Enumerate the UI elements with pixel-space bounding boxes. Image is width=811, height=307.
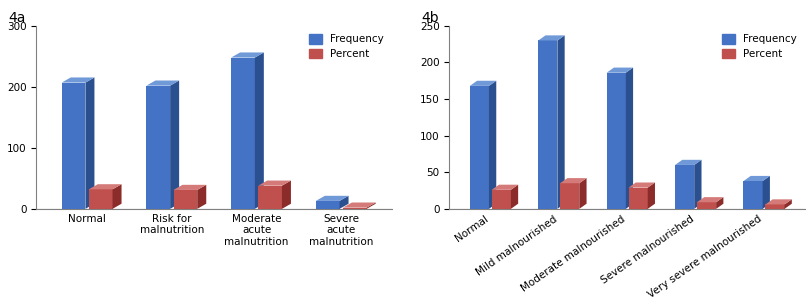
Polygon shape (281, 181, 290, 209)
Polygon shape (231, 52, 264, 58)
Polygon shape (174, 185, 206, 190)
Polygon shape (488, 81, 496, 209)
Polygon shape (556, 35, 564, 209)
Text: 4a: 4a (8, 11, 25, 25)
Polygon shape (146, 86, 170, 209)
Polygon shape (174, 190, 197, 209)
Polygon shape (606, 68, 633, 73)
Polygon shape (367, 203, 375, 209)
Polygon shape (113, 184, 122, 209)
Polygon shape (765, 199, 791, 204)
Polygon shape (339, 196, 348, 209)
Polygon shape (560, 178, 586, 183)
Polygon shape (628, 182, 654, 188)
Polygon shape (315, 201, 339, 209)
Polygon shape (170, 80, 179, 209)
Polygon shape (606, 73, 625, 209)
Polygon shape (715, 197, 723, 209)
Polygon shape (62, 77, 94, 83)
Polygon shape (258, 181, 290, 186)
Polygon shape (674, 160, 701, 165)
Legend: Frequency, Percent: Frequency, Percent (306, 31, 386, 62)
Polygon shape (625, 68, 633, 209)
Polygon shape (342, 203, 375, 208)
Polygon shape (693, 160, 701, 209)
Polygon shape (231, 58, 255, 209)
Polygon shape (85, 77, 94, 209)
Polygon shape (258, 186, 281, 209)
Polygon shape (578, 178, 586, 209)
Polygon shape (674, 165, 693, 209)
Polygon shape (470, 81, 496, 86)
Polygon shape (696, 202, 715, 209)
Polygon shape (146, 80, 179, 86)
Polygon shape (560, 183, 578, 209)
Polygon shape (783, 199, 791, 209)
Polygon shape (510, 185, 517, 209)
Polygon shape (342, 208, 367, 209)
Polygon shape (491, 185, 517, 190)
Polygon shape (255, 52, 264, 209)
Polygon shape (765, 204, 783, 209)
Polygon shape (197, 185, 206, 209)
Polygon shape (743, 176, 769, 181)
Polygon shape (647, 182, 654, 209)
Polygon shape (88, 184, 122, 189)
Polygon shape (628, 188, 647, 209)
Polygon shape (743, 181, 762, 209)
Text: 4b: 4b (420, 11, 438, 25)
Polygon shape (62, 83, 85, 209)
Polygon shape (470, 86, 488, 209)
Polygon shape (762, 176, 769, 209)
Polygon shape (315, 196, 348, 201)
Legend: Frequency, Percent: Frequency, Percent (718, 31, 799, 62)
Polygon shape (696, 197, 723, 202)
Polygon shape (491, 190, 510, 209)
Polygon shape (88, 189, 113, 209)
Polygon shape (538, 41, 556, 209)
Polygon shape (538, 35, 564, 41)
